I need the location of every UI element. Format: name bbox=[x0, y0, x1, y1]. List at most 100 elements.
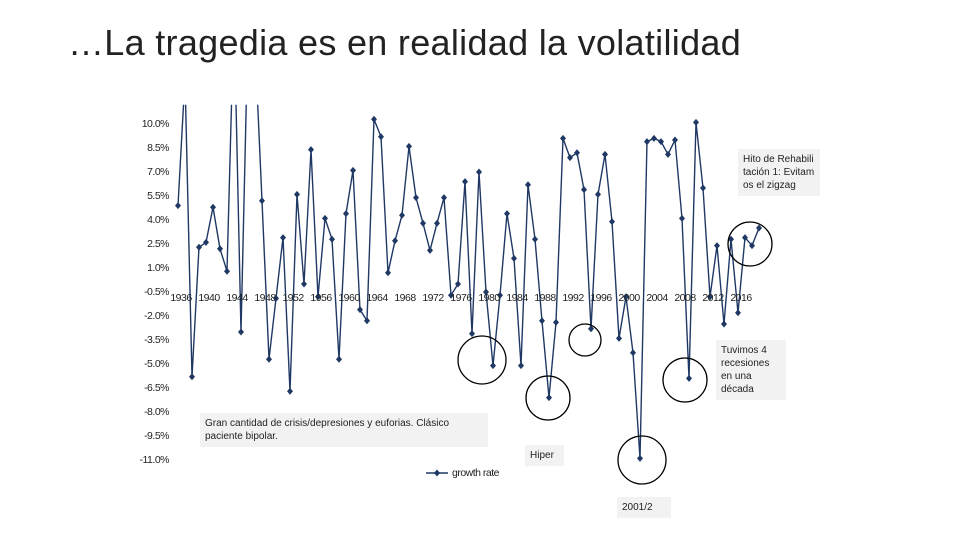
annotation: Tuvimos 4 recesiones en una década bbox=[716, 340, 786, 400]
legend-label: growth rate bbox=[452, 467, 500, 479]
data-point bbox=[182, 74, 188, 81]
data-point bbox=[546, 394, 552, 402]
data-point bbox=[756, 224, 762, 232]
slide-title: …La tragedia es en realidad la volatilid… bbox=[68, 22, 742, 63]
data-point bbox=[441, 194, 447, 202]
x-tick-label: 1988 bbox=[534, 292, 556, 304]
y-tick-label: 7.0% bbox=[147, 166, 169, 178]
data-point bbox=[672, 136, 678, 144]
x-tick-label: 1996 bbox=[590, 292, 612, 304]
x-tick-label: 1968 bbox=[394, 292, 416, 304]
x-tick-label: 1960 bbox=[338, 292, 360, 304]
y-tick-label: -8.0% bbox=[144, 406, 169, 418]
data-point bbox=[280, 234, 286, 242]
data-point bbox=[574, 149, 580, 157]
circle bbox=[662, 357, 708, 403]
y-tick-label: 2.5% bbox=[147, 238, 169, 250]
series-line bbox=[177, 104, 760, 459]
data-point bbox=[238, 328, 244, 336]
x-tick-label: 1944 bbox=[226, 292, 248, 304]
data-point bbox=[231, 9, 237, 16]
circle bbox=[457, 335, 507, 385]
y-tick-label: -3.5% bbox=[144, 334, 169, 346]
x-tick-label: 1972 bbox=[422, 292, 444, 304]
circle bbox=[617, 435, 667, 485]
x-tick-label: 1952 bbox=[282, 292, 304, 304]
data-point bbox=[357, 306, 363, 314]
x-tick-label: 1936 bbox=[170, 292, 192, 304]
y-tick-label: 10.0% bbox=[142, 118, 169, 130]
y-tick-label: -9.5% bbox=[144, 430, 169, 442]
x-tick-label: 2000 bbox=[618, 292, 640, 304]
data-point bbox=[658, 138, 664, 146]
data-point bbox=[175, 202, 181, 210]
data-point bbox=[189, 373, 195, 381]
data-point bbox=[644, 138, 650, 146]
y-tick-label: -6.5% bbox=[144, 382, 169, 394]
data-point bbox=[196, 243, 202, 251]
data-point bbox=[399, 211, 405, 219]
data-point bbox=[693, 118, 699, 126]
data-point bbox=[518, 362, 524, 370]
data-point bbox=[266, 355, 272, 363]
data-point bbox=[217, 245, 223, 253]
data-point bbox=[560, 134, 566, 142]
annotation: Gran cantidad de crisis/depresiones y eu… bbox=[200, 413, 488, 447]
data-point bbox=[679, 214, 685, 222]
data-point bbox=[448, 291, 454, 299]
data-point bbox=[497, 291, 503, 299]
data-point bbox=[749, 242, 755, 250]
data-point bbox=[707, 293, 713, 301]
data-point bbox=[630, 349, 636, 357]
data-point bbox=[588, 325, 594, 333]
data-point bbox=[294, 190, 300, 198]
data-point bbox=[371, 115, 377, 123]
data-point bbox=[364, 317, 370, 325]
x-tick-label: 1948 bbox=[254, 292, 276, 304]
data-point bbox=[490, 362, 496, 370]
y-tick-label: 1.0% bbox=[147, 262, 169, 274]
data-point bbox=[700, 184, 706, 192]
data-point bbox=[602, 150, 608, 158]
data-point bbox=[378, 133, 384, 141]
x-tick-label: 1992 bbox=[562, 292, 584, 304]
data-point bbox=[532, 235, 538, 243]
x-tick-label: 1964 bbox=[366, 292, 388, 304]
y-tick-label: 8.5% bbox=[147, 142, 169, 154]
x-tick-label: 2004 bbox=[646, 292, 668, 304]
data-point bbox=[504, 210, 510, 218]
data-point bbox=[525, 181, 531, 189]
x-tick-label: 2008 bbox=[674, 292, 696, 304]
data-point bbox=[336, 355, 342, 363]
circle bbox=[727, 221, 773, 267]
data-point bbox=[735, 309, 741, 317]
data-point bbox=[413, 194, 419, 202]
data-point bbox=[210, 203, 216, 211]
data-point bbox=[511, 254, 517, 262]
y-tick-label: -11.0% bbox=[140, 454, 170, 466]
data-point bbox=[616, 334, 622, 342]
data-point bbox=[315, 293, 321, 301]
x-tick-label: 2012 bbox=[702, 292, 724, 304]
highlight-circles bbox=[457, 221, 773, 485]
data-point bbox=[609, 218, 615, 226]
data-point bbox=[350, 166, 356, 174]
data-point bbox=[483, 288, 489, 296]
data-point bbox=[581, 186, 587, 194]
data-point bbox=[287, 387, 293, 395]
x-tick-label: 1980 bbox=[478, 292, 500, 304]
annotation: 2001/2 bbox=[617, 497, 671, 518]
data-point bbox=[721, 320, 727, 328]
data-point bbox=[665, 150, 671, 158]
data-point bbox=[385, 269, 391, 277]
data-point bbox=[623, 293, 629, 301]
x-tick-label: 1940 bbox=[198, 292, 220, 304]
data-point bbox=[420, 219, 426, 227]
data-point bbox=[308, 146, 314, 154]
data-point bbox=[455, 280, 461, 288]
data-point bbox=[392, 237, 398, 245]
data-point bbox=[273, 294, 279, 302]
data-point bbox=[742, 234, 748, 242]
